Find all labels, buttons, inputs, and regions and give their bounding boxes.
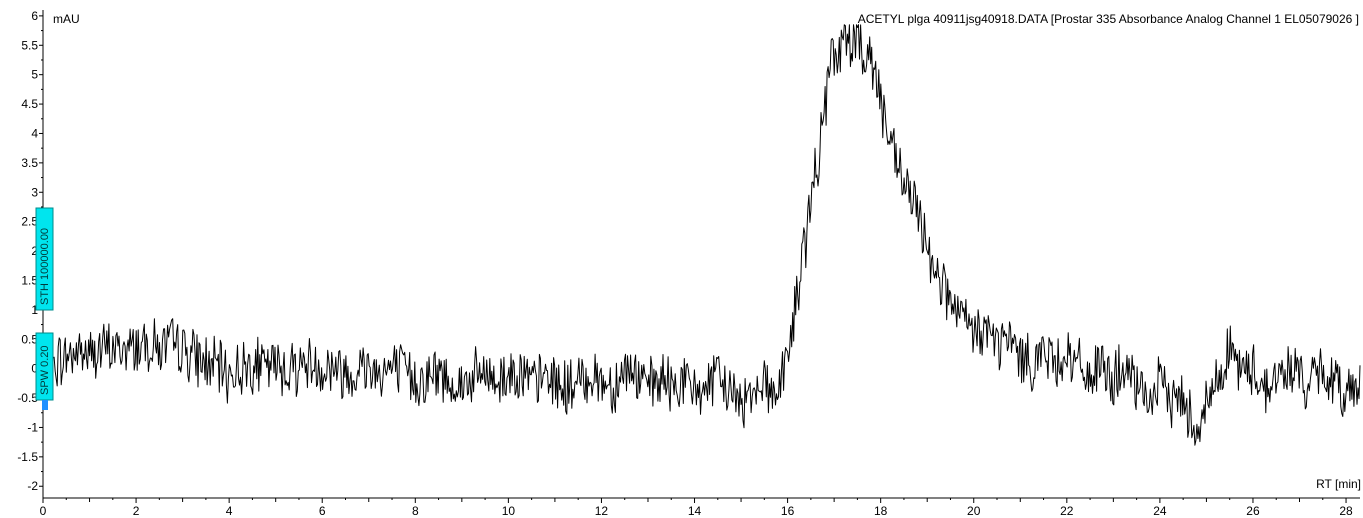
y-tick-label: 3 [31, 185, 38, 199]
x-tick-label: 16 [781, 504, 795, 518]
x-tick-label: 12 [595, 504, 609, 518]
y-tick-label: -2 [27, 479, 38, 493]
y-tick-label: 3.5 [21, 156, 38, 170]
y-tick-label: -1 [27, 420, 38, 434]
y-tick-label: 6 [31, 9, 38, 23]
x-tick-label: 28 [1339, 504, 1353, 518]
x-tick-label: 18 [874, 504, 888, 518]
threshold-marker-box[interactable] [35, 207, 54, 311]
x-tick-label: 22 [1060, 504, 1074, 518]
x-tick-label: 2 [133, 504, 140, 518]
y-tick-label: 0.5 [21, 332, 38, 346]
y-tick-label: 4 [31, 126, 38, 140]
threshold-marker[interactable]: STH 100000.00 [35, 207, 54, 311]
x-axis-label: RT [min] [1316, 477, 1361, 491]
x-tick-label: 20 [967, 504, 981, 518]
x-tick-label: 8 [412, 504, 419, 518]
x-tick-label: 4 [226, 504, 233, 518]
x-tick-label: 10 [502, 504, 516, 518]
y-tick-label: 2 [31, 244, 38, 258]
peak-width-marker-label: SPW 0.20 [39, 345, 51, 395]
y-tick-label: 0 [31, 362, 38, 376]
y-tick-label: -0.5 [17, 391, 38, 405]
y-tick-label: 5.5 [21, 38, 38, 52]
x-tick-label: 0 [40, 504, 47, 518]
y-tick-label: 1.5 [21, 273, 38, 287]
chart-title: ACETYL plga 40911jsg40918.DATA [Prostar … [858, 12, 1359, 26]
y-tick-label: 4.5 [21, 97, 38, 111]
x-tick-label: 26 [1246, 504, 1260, 518]
x-axis-ticks: 0 2 4 6 8 10 12 14 16 18 20 22 24 26 28 [40, 498, 1353, 518]
x-tick-label: 24 [1153, 504, 1167, 518]
y-tick-label: 5 [31, 68, 38, 82]
x-tick-label: 6 [319, 504, 326, 518]
y-tick-label: 2.5 [21, 215, 38, 229]
threshold-marker-label: STH 100000.00 [39, 228, 51, 305]
y-tick-label: -1.5 [17, 450, 38, 464]
peak-width-marker[interactable]: SPW 0.20 [35, 332, 54, 410]
series-line [42, 24, 1361, 446]
y-tick-label: 1 [31, 303, 38, 317]
x-tick-label: 14 [688, 504, 702, 518]
peak-width-marker-handle[interactable] [42, 400, 48, 410]
y-axis-label: mAU [53, 12, 80, 26]
